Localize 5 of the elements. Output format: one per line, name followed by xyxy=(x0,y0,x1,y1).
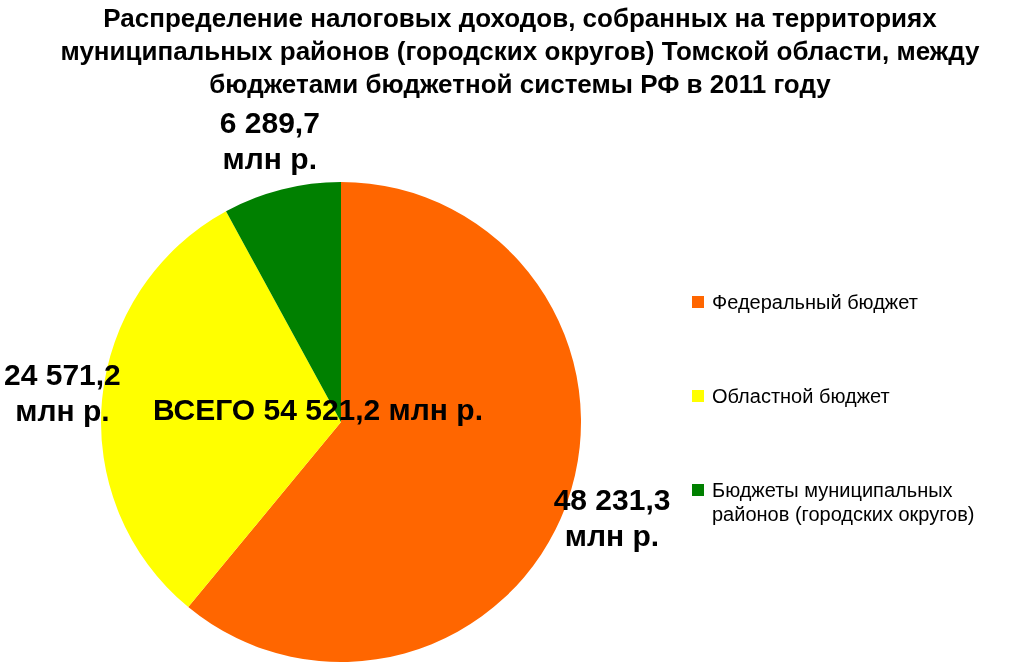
legend-label: Федеральный бюджет xyxy=(712,290,918,314)
data-label: 6 289,7 млн р. xyxy=(219,106,320,176)
legend-label: Бюджеты муниципальных районов (городских округов) xyxy=(712,478,976,526)
chart-title: Распределение налоговых доходов, собранных на территориях муниципальных районов (городских округов) Томской области, между бюджетами бюджетной системы РФ в 2011 году xyxy=(60,2,980,101)
legend-label: Областной бюджет xyxy=(712,384,890,408)
